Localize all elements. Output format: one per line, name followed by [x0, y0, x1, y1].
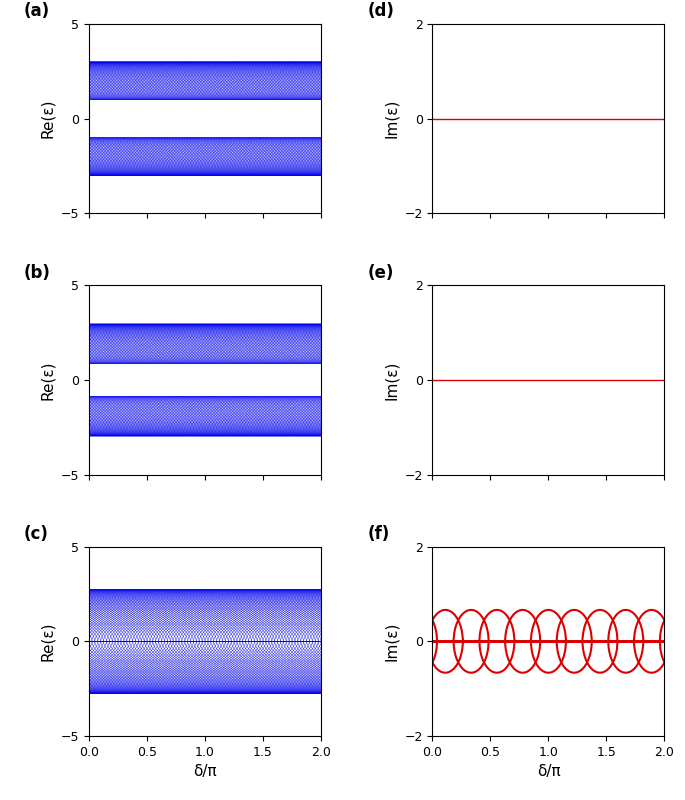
X-axis label: δ/π: δ/π — [536, 764, 560, 779]
Y-axis label: Im(ε): Im(ε) — [384, 622, 399, 661]
Text: (e): (e) — [367, 263, 394, 282]
Text: (d): (d) — [367, 2, 395, 20]
Text: (f): (f) — [367, 525, 390, 543]
Text: (c): (c) — [24, 525, 49, 543]
Y-axis label: Re(ε): Re(ε) — [40, 360, 55, 400]
Y-axis label: Im(ε): Im(ε) — [384, 360, 399, 400]
Y-axis label: Re(ε): Re(ε) — [40, 622, 55, 661]
Y-axis label: Im(ε): Im(ε) — [384, 99, 399, 138]
X-axis label: δ/π: δ/π — [193, 764, 217, 779]
Y-axis label: Re(ε): Re(ε) — [40, 99, 55, 138]
Text: (b): (b) — [24, 263, 51, 282]
Text: (a): (a) — [24, 2, 50, 20]
